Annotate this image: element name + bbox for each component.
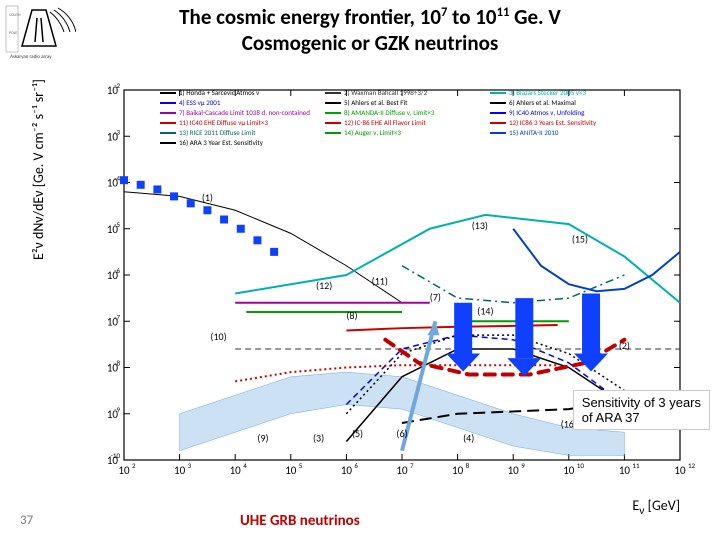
annotation-line: Sensitivity of 3 years	[582, 395, 701, 410]
svg-text:8: 8	[466, 461, 470, 470]
legend-entry: 7) Baikal-Cascade Limit 1038 d, non-cont…	[160, 108, 310, 117]
svg-text:10: 10	[230, 464, 242, 477]
svg-text:(14): (14)	[477, 304, 493, 317]
svg-text:SOUTH: SOUTH	[9, 13, 21, 18]
svg-text:12: 12	[688, 461, 696, 470]
svg-text:(2): (2)	[619, 339, 630, 352]
slide-title: The cosmic energy frontier, 107 to 1011 …	[90, 4, 650, 57]
svg-text:9: 9	[521, 461, 525, 470]
svg-text:6: 6	[354, 461, 358, 470]
legend-entry: 14) Auger ν, Limit×3	[325, 128, 401, 137]
svg-text:POLE: POLE	[9, 31, 17, 36]
svg-text:5: 5	[299, 461, 303, 470]
svg-text:2: 2	[132, 461, 136, 470]
svg-text:-4: -4	[114, 174, 120, 183]
legend-entry: 13) RICE 2011 Diffuse Limit	[160, 128, 255, 137]
svg-text:(11): (11)	[372, 274, 388, 287]
svg-text:7: 7	[410, 461, 414, 470]
svg-text:(12): (12)	[316, 279, 332, 292]
svg-text:10: 10	[174, 464, 186, 477]
svg-text:10: 10	[452, 464, 464, 477]
y-axis-label: E²ν dNν/dEν [Ge. V cm⁻² s⁻¹ sr⁻¹]	[30, 79, 47, 260]
svg-text:(13): (13)	[472, 219, 488, 232]
legend-entry: 12) IC-86 EHE All Flavor Limit	[325, 118, 426, 127]
svg-text:(15): (15)	[572, 233, 588, 246]
x-axis-label: Eν [GeV]	[632, 497, 680, 518]
svg-text:11: 11	[632, 461, 640, 470]
svg-text:10: 10	[674, 464, 686, 477]
svg-text:Askaryan radio array: Askaryan radio array	[10, 54, 52, 60]
legend-entry: 9) IC40 Atmos ν, Unfolding	[490, 108, 584, 117]
svg-text:10: 10	[619, 464, 631, 477]
legend-entry: 5) Ahlers et al. Best Fit	[325, 98, 407, 107]
svg-text:10: 10	[341, 464, 353, 477]
legend-entry: 15) ANITA-II 2010	[490, 128, 558, 137]
title-line-1: The cosmic energy frontier, 107 to 1011 …	[179, 4, 561, 30]
title-line-2: Cosmogenic or GZK neutrinos	[242, 30, 499, 56]
title-text: The cosmic energy frontier, 10	[179, 4, 441, 30]
svg-text:10: 10	[563, 464, 575, 477]
svg-text:10: 10	[508, 464, 520, 477]
legend-entry: 3) Blazars Stecker 2005 ν×3	[490, 88, 586, 97]
logo: SOUTH POLE Askaryan radio array	[4, 4, 76, 69]
svg-text:3: 3	[188, 461, 192, 470]
legend-entry: 11) IC40 EHE Diffuse νμ Limit×3	[160, 118, 268, 127]
svg-text:(1): (1)	[202, 191, 213, 204]
svg-text:10: 10	[285, 464, 297, 477]
legend-entry: 12) IC86 3 Years Est. Sensitivity	[490, 118, 596, 127]
svg-text:10: 10	[118, 464, 130, 477]
svg-text:(3): (3)	[313, 432, 324, 445]
legend-entry: 2) Waxman Bahcall 1998÷3/2	[325, 88, 427, 97]
svg-text:(9): (9)	[257, 432, 268, 445]
svg-text:-2: -2	[114, 81, 120, 90]
svg-text:(5): (5)	[352, 427, 363, 440]
svg-text:-5: -5	[114, 220, 120, 229]
title-text: to 10	[447, 4, 496, 30]
svg-text:-10: -10	[111, 451, 121, 460]
svg-text:-9: -9	[114, 405, 120, 414]
svg-text:10: 10	[577, 461, 585, 470]
svg-text:(8): (8)	[346, 309, 357, 322]
legend-entry: 8) AMANDA-II Diffuse ν, Limit×3	[325, 108, 434, 117]
slide-number: 37	[20, 513, 33, 528]
svg-text:-3: -3	[114, 127, 120, 136]
legend-entry: 1) Honda + Sarcevic Atmos ν	[160, 88, 259, 97]
svg-text:(7): (7)	[430, 290, 441, 303]
svg-text:4: 4	[243, 461, 247, 470]
svg-text:-8: -8	[114, 359, 120, 368]
plot-legend: 1) Honda + Sarcevic Atmos ν 2) Waxman Bah…	[160, 88, 640, 146]
title-sup: 11	[497, 5, 510, 20]
svg-text:-6: -6	[114, 266, 120, 275]
annotation-line: of ARA 37	[582, 410, 640, 425]
title-text: Ge. V	[509, 4, 560, 30]
xlabel-text: [GeV]	[645, 497, 681, 514]
svg-text:(6): (6)	[396, 427, 407, 440]
svg-text:(4): (4)	[463, 432, 474, 445]
svg-text:-7: -7	[114, 312, 120, 321]
legend-entry: 6) Ahlers et al. Maximal	[490, 98, 576, 107]
legend-entry: 16) ARA 3 Year Est. Sensitivity	[160, 138, 263, 147]
sensitivity-annotation: Sensitivity of 3 years of ARA 37	[573, 390, 710, 430]
uhe-grb-label: UHE GRB neutrinos	[240, 512, 360, 530]
svg-text:10: 10	[396, 464, 408, 477]
legend-entry: 4) ESS νμ 2001	[160, 98, 220, 107]
svg-text:(10): (10)	[210, 330, 226, 343]
